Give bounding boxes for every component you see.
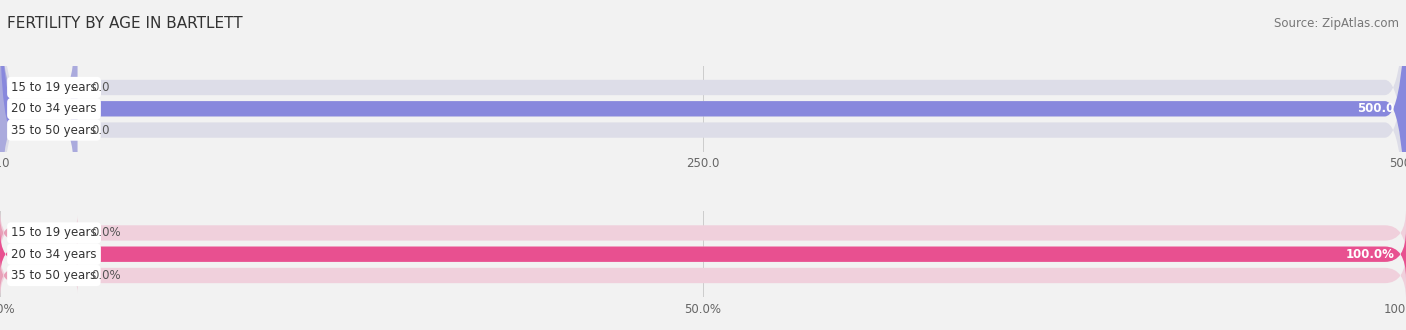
- FancyBboxPatch shape: [0, 0, 1406, 261]
- FancyBboxPatch shape: [0, 258, 77, 293]
- FancyBboxPatch shape: [0, 0, 1406, 261]
- FancyBboxPatch shape: [0, 251, 1406, 300]
- Text: 20 to 34 years: 20 to 34 years: [11, 102, 97, 115]
- Text: 35 to 50 years: 35 to 50 years: [11, 269, 97, 282]
- FancyBboxPatch shape: [0, 0, 1406, 240]
- Text: FERTILITY BY AGE IN BARTLETT: FERTILITY BY AGE IN BARTLETT: [7, 16, 243, 31]
- FancyBboxPatch shape: [0, 215, 77, 251]
- Text: 20 to 34 years: 20 to 34 years: [11, 248, 97, 261]
- Text: 100.0%: 100.0%: [1346, 248, 1395, 261]
- Text: Source: ZipAtlas.com: Source: ZipAtlas.com: [1274, 16, 1399, 29]
- Text: 0.0: 0.0: [91, 81, 110, 94]
- Text: 35 to 50 years: 35 to 50 years: [11, 123, 97, 137]
- Text: 0.0: 0.0: [91, 123, 110, 137]
- FancyBboxPatch shape: [0, 230, 1406, 279]
- FancyBboxPatch shape: [0, 0, 77, 208]
- Text: 15 to 19 years: 15 to 19 years: [11, 226, 97, 240]
- Text: 0.0%: 0.0%: [91, 269, 121, 282]
- FancyBboxPatch shape: [0, 230, 1406, 279]
- FancyBboxPatch shape: [0, 10, 77, 250]
- FancyBboxPatch shape: [0, 209, 1406, 257]
- Text: 15 to 19 years: 15 to 19 years: [11, 81, 97, 94]
- Text: 0.0%: 0.0%: [91, 226, 121, 240]
- Text: 500.0: 500.0: [1358, 102, 1395, 115]
- FancyBboxPatch shape: [0, 0, 1406, 282]
